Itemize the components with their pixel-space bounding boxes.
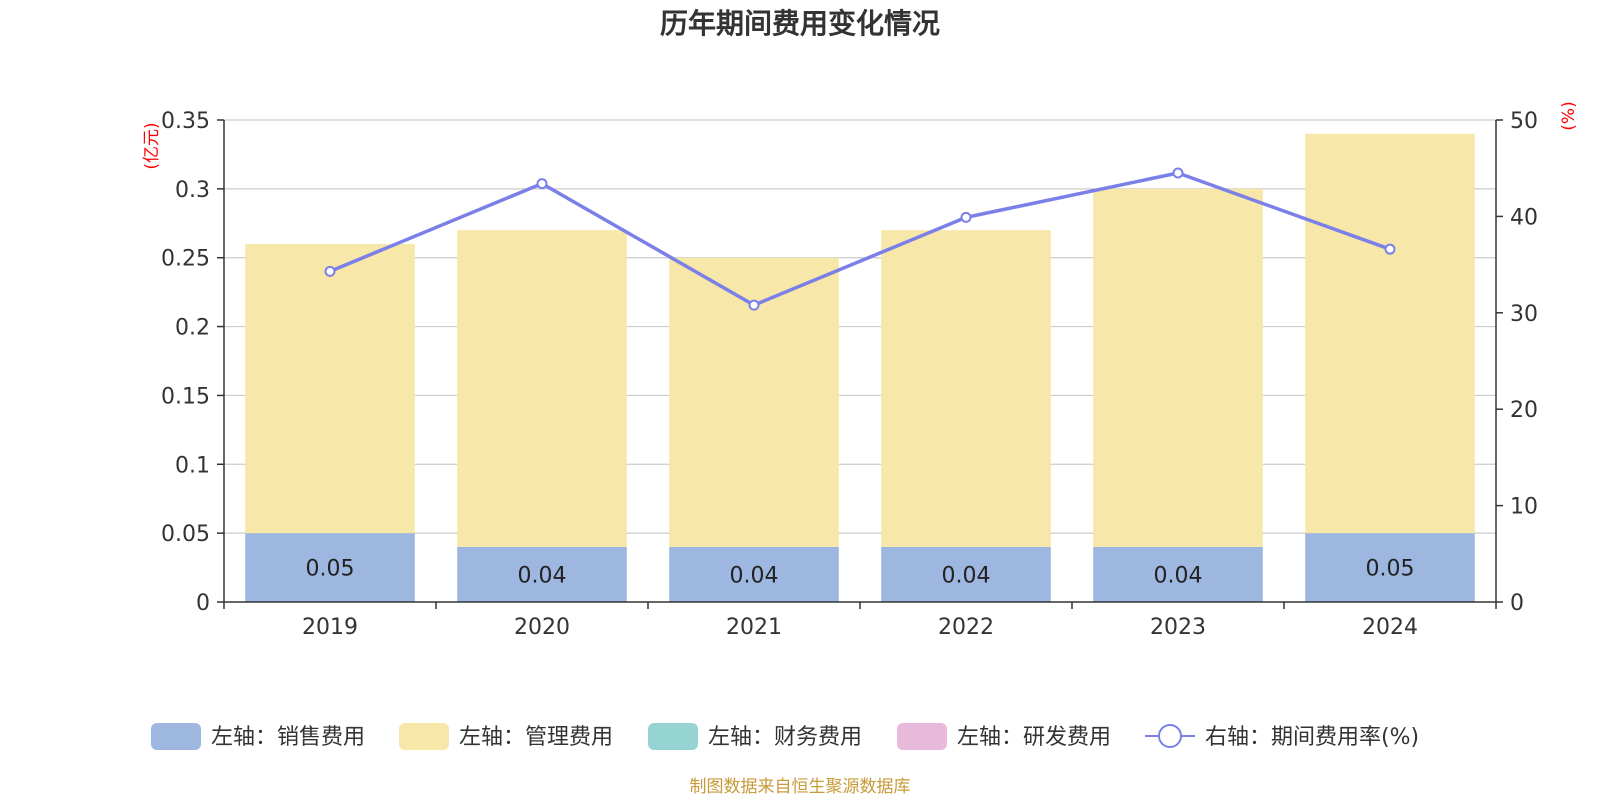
left-axis-tick-label: 0.25 (161, 247, 210, 272)
legend-marker-icon (1158, 724, 1182, 748)
bar-segment (457, 230, 627, 547)
left-axis-tick-label: 0.2 (175, 316, 210, 341)
bar-data-label: 0.04 (730, 563, 779, 588)
bars: 0.05 0.04 0.04 0.04 0.04 0.05 (245, 133, 1475, 602)
right-axis-tick-label: 30 (1510, 302, 1538, 327)
bar-segment (245, 243, 415, 534)
bar-data-label: 0.04 (942, 563, 991, 588)
x-axis-tick-label: 2019 (302, 615, 358, 640)
line-point (324, 265, 336, 277)
bar-data-label: 0.04 (1154, 563, 1203, 588)
line-point (960, 211, 972, 223)
bar-segment (1093, 546, 1263, 602)
legend-label: 左轴：销售费用 (211, 725, 365, 750)
bar-segment (669, 546, 839, 602)
right-axis-tick-label: 10 (1510, 495, 1538, 520)
left-axis-tick-label: 0.15 (161, 384, 210, 409)
line-series (324, 167, 1396, 311)
bar-segment (881, 546, 1051, 602)
line-series-path (329, 171, 1391, 307)
legend-swatch (399, 723, 449, 750)
right-axis-tick-label: 40 (1510, 205, 1538, 230)
right-axis-tick-label: 20 (1510, 398, 1538, 423)
bar-data-label: 0.04 (518, 563, 567, 588)
legend-label: 左轴：管理费用 (459, 725, 613, 750)
right-axis-tick-label: 0 (1510, 591, 1524, 616)
bar-segment (881, 230, 1051, 547)
bar-segment (457, 546, 627, 602)
legend-swatch (648, 723, 698, 750)
bar-segment (1305, 533, 1475, 602)
legend-label: 左轴：研发费用 (957, 725, 1111, 750)
left-axis-tick-label: 0.3 (175, 178, 210, 203)
x-axis-tick-label: 2024 (1362, 615, 1418, 640)
legend-swatch (897, 723, 947, 750)
left-axis-tick-label: 0.1 (175, 453, 210, 478)
left-axis-tick-label: 0.05 (161, 522, 210, 547)
bar-segment (1093, 188, 1263, 547)
left-axis-unit: (亿元) (142, 122, 162, 169)
line-point (1172, 167, 1184, 179)
bar-data-label: 0.05 (306, 557, 355, 582)
legend-label: 右轴：期间费用率(%) (1205, 725, 1419, 750)
bar-segment (245, 533, 415, 602)
legend: 左轴：销售费用 左轴：管理费用 左轴：财务费用 左轴：研发费用 右轴：期间费用率(%) (151, 723, 1419, 750)
x-axis-tick-label: 2020 (514, 615, 570, 640)
x-axis-tick-label: 2021 (726, 615, 782, 640)
line-point (536, 178, 548, 190)
axes: 0 0.05 0.1 0.15 0.2 0.25 0.3 0.35 0 10 20 30 40 50 201… (161, 109, 1538, 640)
chart-title: 历年期间费用变化情况 (660, 7, 940, 40)
left-axis-tick-label: 0 (196, 591, 210, 616)
right-axis-tick-label: 50 (1510, 109, 1538, 134)
left-axis-tick-label: 0.35 (161, 109, 210, 134)
legend-label: 左轴：财务费用 (708, 725, 862, 750)
bar-data-label: 0.05 (1366, 557, 1415, 582)
bar-segment (1305, 133, 1475, 534)
gridlines (224, 119, 1496, 534)
right-axis-unit: (%) (1559, 101, 1579, 130)
source-note: 制图数据来自恒生聚源数据库 (690, 777, 911, 797)
x-axis-tick-label: 2023 (1150, 615, 1206, 640)
legend-swatch (151, 723, 201, 750)
x-axis-tick-label: 2022 (938, 615, 994, 640)
line-point (1384, 243, 1396, 255)
line-point (748, 299, 760, 311)
